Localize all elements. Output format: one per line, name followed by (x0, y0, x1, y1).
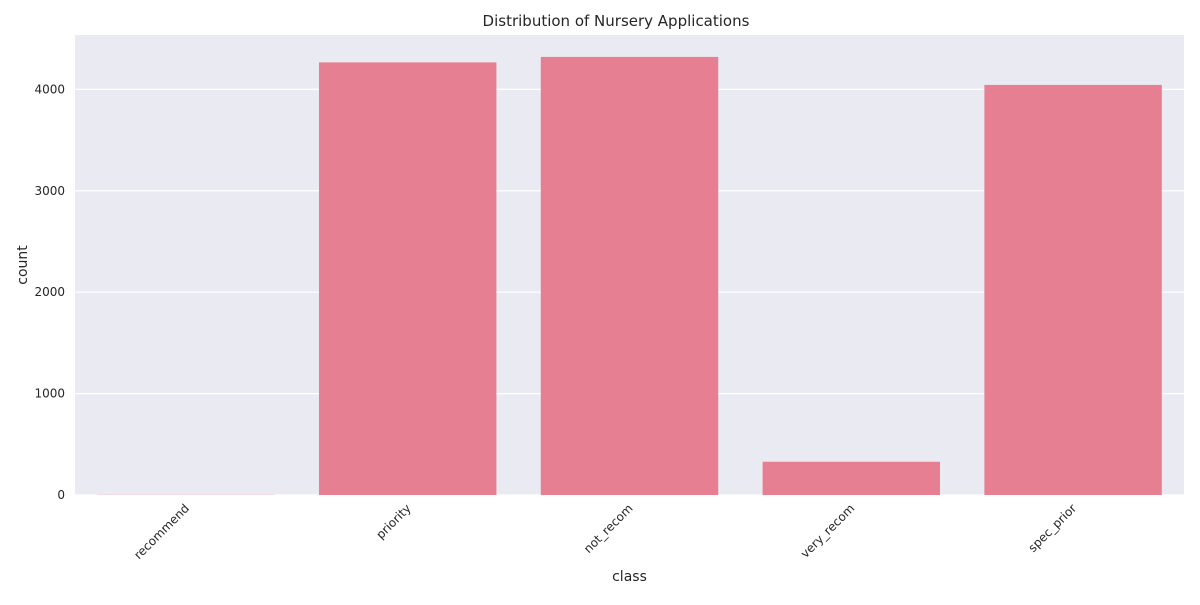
bar-not_recom (541, 57, 718, 495)
x-axis-label: class (612, 569, 647, 585)
y-tick-label: 1000 (34, 387, 65, 401)
y-tick-label: 3000 (34, 184, 65, 198)
y-axis-label: count (15, 245, 31, 285)
x-tick-label: spec_prior (1025, 501, 1079, 555)
y-tick-label: 0 (57, 488, 65, 502)
y-tick-label: 2000 (34, 285, 65, 299)
y-axis-ticks: 0 1000 2000 3000 4000 (34, 82, 65, 502)
x-tick-label: not_recom (581, 501, 636, 556)
y-tick-label: 4000 (34, 82, 65, 96)
x-tick-label: priority (373, 501, 414, 542)
chart-title: Distribution of Nursery Applications (483, 12, 750, 30)
bar-spec_prior (984, 85, 1161, 495)
x-tick-label: very_recom (798, 501, 858, 561)
x-tick-label: recommend (131, 501, 192, 562)
bar-very_recom (763, 462, 940, 495)
x-axis-ticks: recommend priority not_recom very_recom spec… (131, 501, 1079, 562)
bar-priority (319, 62, 496, 495)
